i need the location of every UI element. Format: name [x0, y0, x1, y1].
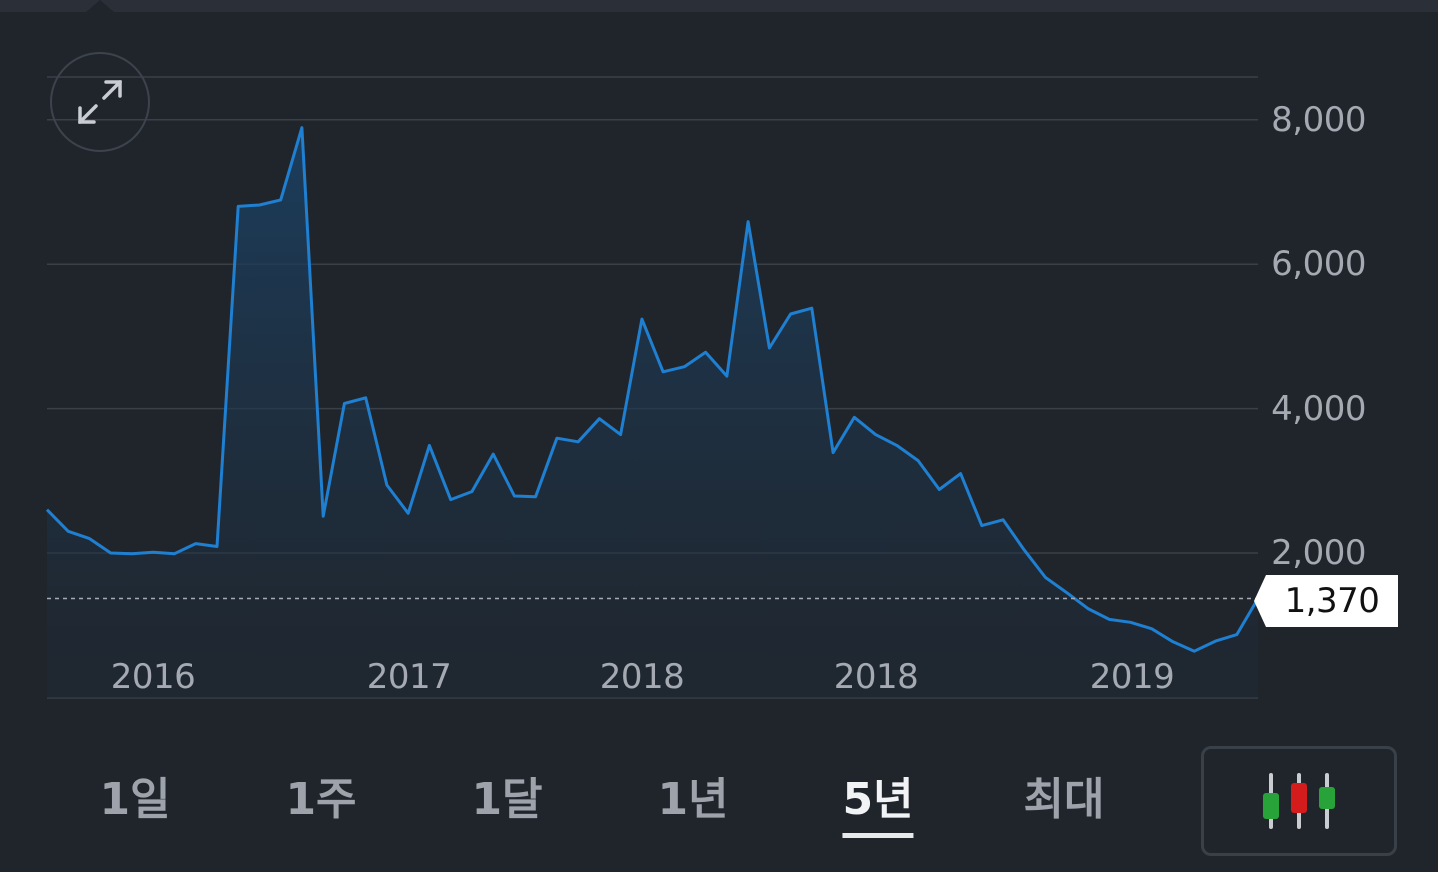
- expand-icon: [78, 80, 122, 124]
- x-tick-label: 2019: [1089, 657, 1175, 697]
- y-tick-label: 6,000: [1271, 244, 1366, 285]
- candlestick-icon: [1263, 773, 1335, 829]
- expand-button[interactable]: [50, 52, 150, 152]
- top-bar: [0, 0, 1438, 12]
- range-tab-1-week[interactable]: 1주: [285, 774, 357, 825]
- range-tab-5-year[interactable]: 5년: [842, 770, 914, 838]
- current-price-label: 1,370: [1254, 575, 1398, 627]
- range-tab-1-month[interactable]: 1달: [471, 774, 543, 825]
- x-tick-label: 2016: [110, 657, 196, 697]
- top-bar-notch: [86, 0, 114, 12]
- range-tab-1-year[interactable]: 1년: [657, 774, 729, 825]
- active-tab-underline: [842, 833, 914, 838]
- price-chart: [45, 76, 1262, 699]
- y-tick-label: 2,000: [1271, 533, 1366, 573]
- y-tick-label: 8,000: [1271, 99, 1366, 140]
- price-line: [45, 126, 1260, 653]
- range-tab-max[interactable]: 최대: [1023, 774, 1105, 825]
- price-area-fill: [47, 127, 1258, 698]
- x-tick-label: 2018: [599, 657, 685, 697]
- chart-type-button[interactable]: [1201, 746, 1397, 856]
- y-tick-label: 4,000: [1271, 388, 1366, 429]
- range-tab-5-year-label: 5년: [842, 774, 914, 825]
- range-tab-1-day[interactable]: 1일: [99, 774, 171, 825]
- x-tick-label: 2018: [833, 657, 919, 697]
- x-tick-label: 2017: [366, 657, 452, 697]
